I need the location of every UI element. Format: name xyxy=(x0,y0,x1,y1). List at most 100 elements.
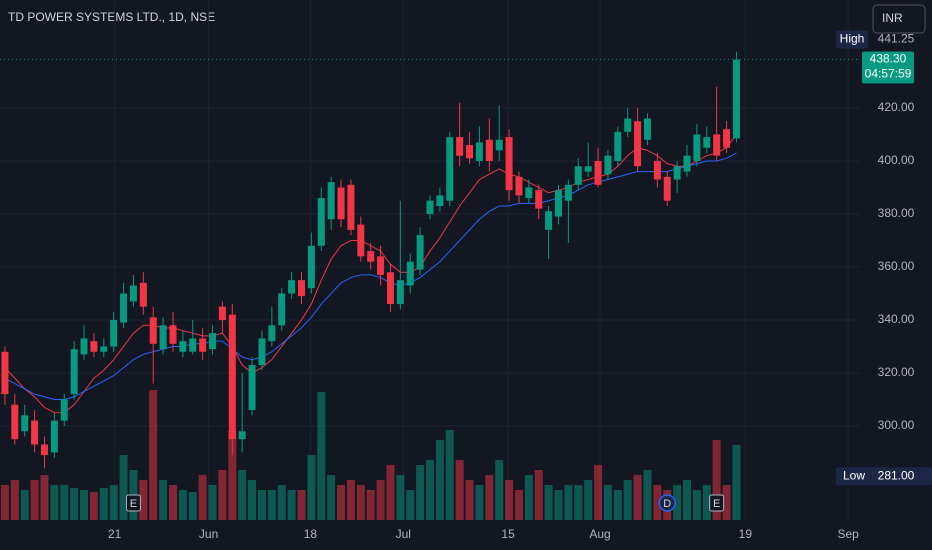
earnings-marker xyxy=(125,494,141,512)
candle-body xyxy=(643,118,651,140)
candle-body xyxy=(248,364,256,411)
event-label: E xyxy=(130,498,137,510)
volume-bar xyxy=(465,480,474,520)
candle-body xyxy=(199,338,207,352)
volume-bar xyxy=(208,485,217,520)
candle-body xyxy=(11,404,19,440)
candle-body xyxy=(50,420,58,453)
volume-bar xyxy=(396,475,405,520)
volume-bar xyxy=(495,460,504,520)
candle-body xyxy=(327,182,335,220)
candle-body xyxy=(110,319,118,347)
moving-average xyxy=(4,152,737,400)
candle-body xyxy=(297,280,305,297)
candle-body xyxy=(169,325,177,344)
candle-body xyxy=(574,166,582,185)
volume-bar xyxy=(366,490,375,520)
candle-body xyxy=(268,325,276,342)
candle-body xyxy=(515,176,523,196)
candle-body xyxy=(614,131,622,161)
volume-bar xyxy=(643,470,652,520)
volume-bar xyxy=(692,490,701,520)
volume-bar xyxy=(60,485,69,520)
volume-bar xyxy=(574,485,583,520)
volume-bar xyxy=(277,485,286,520)
candle-body xyxy=(1,351,9,395)
volume-bar xyxy=(327,475,336,520)
candle-body xyxy=(466,145,474,159)
volume-bar xyxy=(732,445,741,520)
candle-body xyxy=(604,155,612,175)
currency-button[interactable] xyxy=(872,4,926,34)
volume-bar xyxy=(406,490,415,520)
volume-bar xyxy=(386,465,395,520)
volume-bar xyxy=(287,490,296,520)
candle-body xyxy=(525,187,533,199)
volume-bar xyxy=(554,490,563,520)
candle-body xyxy=(139,282,147,307)
volume-bar xyxy=(307,455,316,520)
currency-label[interactable]: INR xyxy=(882,11,903,25)
volume-bar xyxy=(119,455,128,520)
candle-body xyxy=(723,129,731,148)
x-tick-label: Aug xyxy=(589,527,610,541)
volume-bar xyxy=(673,485,682,520)
candle-body xyxy=(456,137,464,156)
candle-body xyxy=(100,346,108,352)
volume-bar xyxy=(80,490,89,520)
volume-bar xyxy=(257,490,266,520)
candle-body xyxy=(713,134,721,156)
candle-body xyxy=(209,333,217,350)
volume-bar xyxy=(416,465,425,520)
volume-bar xyxy=(0,485,9,520)
volume-bar xyxy=(505,480,514,520)
y-tick-label: 320.00 xyxy=(878,365,915,379)
volume-bar xyxy=(178,490,187,520)
volume-bar xyxy=(218,470,227,520)
candle-body xyxy=(31,420,39,445)
candle-body xyxy=(228,314,236,440)
high-box xyxy=(836,30,868,49)
candle-body xyxy=(634,121,642,167)
volume-bar xyxy=(238,470,247,520)
y-tick-label: 300.00 xyxy=(878,418,915,432)
candle-body xyxy=(426,200,434,214)
candle-body xyxy=(663,176,671,201)
candle-body xyxy=(278,293,286,326)
candle-body xyxy=(436,195,444,207)
volume-bar xyxy=(337,485,346,520)
candle-body xyxy=(159,325,167,350)
x-tick-label: Sep xyxy=(837,527,859,541)
volume-bar xyxy=(524,475,533,520)
volume-bar xyxy=(20,490,29,520)
volume-bar xyxy=(50,485,59,520)
candle-body xyxy=(60,399,68,421)
volume-bar xyxy=(70,488,79,520)
candle-body xyxy=(258,338,266,365)
volume-bar xyxy=(514,490,523,520)
candle-body xyxy=(317,198,325,246)
volume-bar xyxy=(139,480,148,520)
candle-body xyxy=(129,285,137,302)
volume-bar xyxy=(168,485,177,520)
candle-body xyxy=(189,338,197,352)
candle-body xyxy=(624,118,632,132)
event-label: E xyxy=(713,498,720,510)
candle-body xyxy=(90,341,98,352)
volume-bar xyxy=(188,492,197,520)
candle-body xyxy=(406,261,414,286)
volume-bar xyxy=(10,480,19,520)
candle-body xyxy=(693,134,701,161)
volume-bar xyxy=(159,480,168,520)
dividend-marker xyxy=(658,494,676,512)
volume-bar xyxy=(109,485,118,520)
volume-bar xyxy=(653,485,662,520)
volume-bar xyxy=(30,480,39,520)
x-tick-label: 15 xyxy=(501,527,515,541)
volume-bar xyxy=(623,480,632,520)
y-tick-label: 420.00 xyxy=(878,100,915,114)
low-label: Low xyxy=(843,468,865,482)
volume-bar xyxy=(248,480,257,520)
